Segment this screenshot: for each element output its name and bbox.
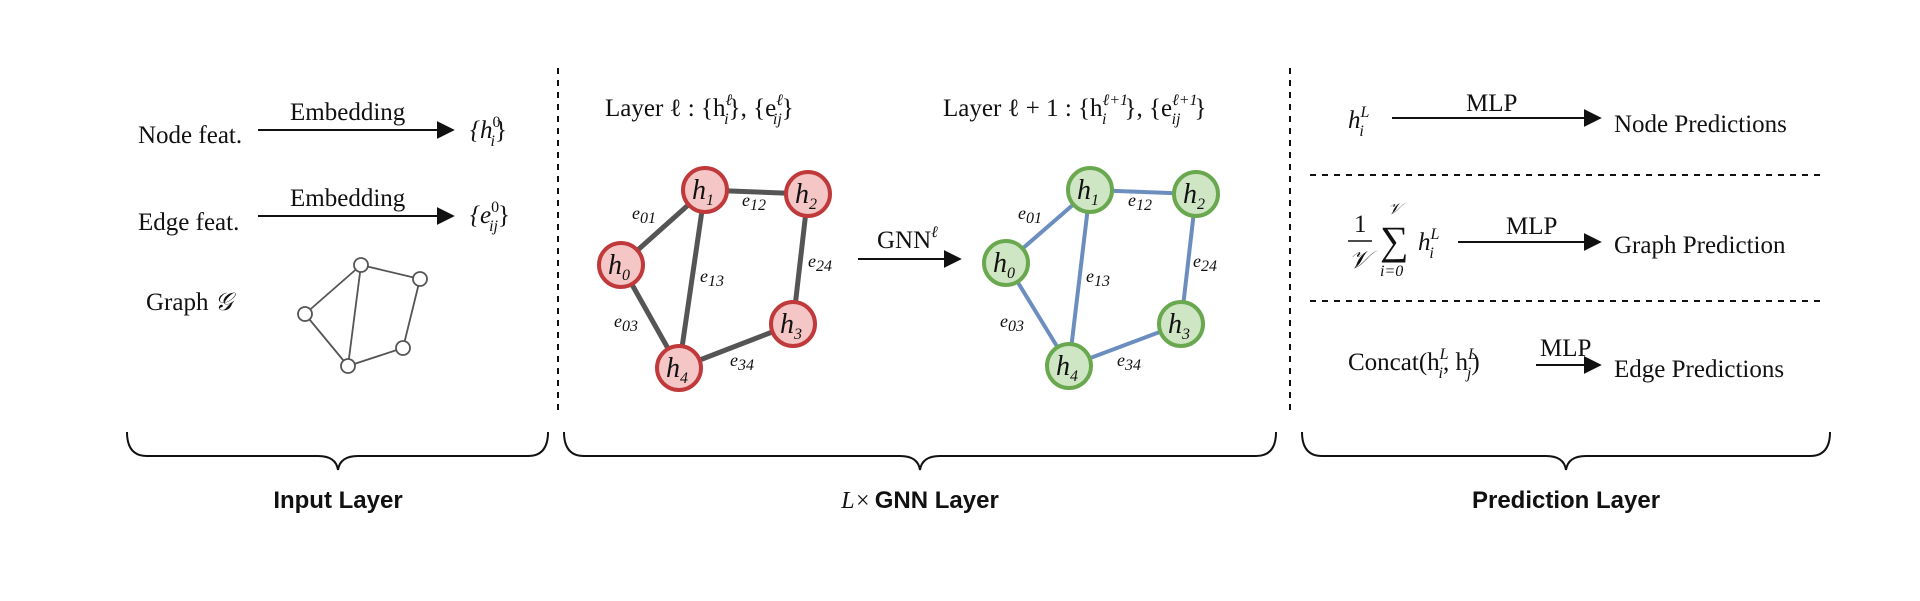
graph-icon bbox=[297, 257, 428, 374]
prediction-layer-brace bbox=[1301, 431, 1831, 471]
output-node-h4 bbox=[1045, 342, 1093, 390]
input-edge-label-e24: e24 bbox=[808, 251, 832, 275]
input-edge-label-e34: e34 bbox=[730, 350, 754, 374]
output-node-h3 bbox=[1157, 300, 1205, 348]
graph-label: Graph 𝒢 bbox=[146, 289, 237, 316]
input-node-label-h4: h4 bbox=[666, 353, 688, 387]
gnn-operator-label: GNNℓ bbox=[877, 224, 938, 254]
node-predictions-label: Node Predictions bbox=[1614, 111, 1787, 138]
input-node-label-h3: h3 bbox=[780, 309, 802, 343]
layer-l1-caption: Layer ℓ + 1 : {hℓ+1 i}, {eℓ+1 ij} bbox=[943, 92, 1206, 128]
graph-pred-sum-bottom: i=0 bbox=[1380, 263, 1403, 280]
edge-pred-mlp-label: MLP bbox=[1540, 335, 1591, 362]
output-edge-label-e24: e24 bbox=[1193, 251, 1217, 275]
output-edge-label-e03: e03 bbox=[1000, 311, 1024, 335]
graph-prediction-label: Graph Prediction bbox=[1614, 232, 1786, 259]
edge-predictions-label: Edge Predictions bbox=[1614, 356, 1784, 383]
graph-pred-term: hL i bbox=[1418, 226, 1440, 262]
output-edge-label-e13: e13 bbox=[1086, 266, 1110, 290]
input-node-label-h2: h2 bbox=[795, 179, 817, 213]
layer-l-caption: Layer ℓ : {hℓ i}, {eℓ ij} bbox=[605, 92, 794, 128]
edge-feat-label: Edge feat. bbox=[138, 209, 239, 236]
input-edge-label-e01: e01 bbox=[632, 203, 656, 227]
graph-pred-mlp-label: MLP bbox=[1506, 213, 1557, 240]
input-layer: Node feat. Embedding {h0 i} Edge feat. Em… bbox=[126, 99, 549, 514]
output-node-label-h4: h4 bbox=[1056, 351, 1078, 385]
output-node-label-h3: h3 bbox=[1168, 309, 1190, 343]
input-node-h0 bbox=[597, 241, 645, 289]
output-node-h2 bbox=[1172, 170, 1220, 218]
input-edge-label-e12: e12 bbox=[742, 190, 766, 214]
input-node-h3 bbox=[769, 300, 817, 348]
edge-embedding-output: {e0 ij} bbox=[470, 199, 510, 235]
input-edge-label-e03: e03 bbox=[614, 311, 638, 335]
graph-pred-frac-den: 𝒱 bbox=[1349, 247, 1378, 274]
output-graph: h0 h1 h2 h3 h4 e01 e12 e13 e24 e03 e34 bbox=[982, 166, 1220, 390]
graph-pred-formula: 1 𝒱 𝒱 ∑ i=0 hL i bbox=[1348, 201, 1440, 280]
output-node-h1 bbox=[1066, 166, 1114, 214]
node-pred-mlp-label: MLP bbox=[1466, 90, 1517, 117]
output-edge-label-e01: e01 bbox=[1018, 203, 1042, 227]
output-edge-label-e34: e34 bbox=[1117, 350, 1141, 374]
input-edge-label-e13: e13 bbox=[700, 266, 724, 290]
output-node-label-h1: h1 bbox=[1077, 175, 1099, 209]
node-embedding-output: {h0 i} bbox=[470, 114, 507, 150]
input-layer-brace bbox=[126, 431, 549, 471]
graph-pred-frac-num: 1 bbox=[1354, 211, 1367, 238]
input-node-label-h0: h0 bbox=[608, 250, 630, 284]
node-pred-input: hL i bbox=[1348, 104, 1370, 140]
input-graph: h0 h1 h2 h3 h4 e01 e12 e13 e24 e03 e34 bbox=[597, 166, 832, 392]
gnn-layer-brace bbox=[563, 431, 1277, 471]
output-node-label-h2: h2 bbox=[1183, 179, 1205, 213]
prediction-layer-title: Prediction Layer bbox=[1472, 487, 1660, 514]
node-embedding-label: Embedding bbox=[290, 99, 406, 126]
edge-embedding-label: Embedding bbox=[290, 185, 406, 212]
input-node-h4 bbox=[655, 344, 703, 392]
output-edge-label-e12: e12 bbox=[1128, 190, 1152, 214]
input-node-label-h1: h1 bbox=[692, 175, 714, 209]
gnn-layer: Layer ℓ : {hℓ i}, {eℓ ij} Layer ℓ + 1 : {h… bbox=[563, 92, 1277, 514]
edge-pred-concat: Concat(hL i, hL j) bbox=[1348, 346, 1480, 382]
sum-symbol: ∑ bbox=[1380, 218, 1409, 263]
prediction-layer: hL i MLP Node Predictions 1 𝒱 𝒱 ∑ i=0 hL i… bbox=[1301, 90, 1831, 514]
output-node-h0 bbox=[982, 239, 1030, 287]
input-node-h1 bbox=[681, 166, 729, 214]
graph-pred-sum-top: 𝒱 bbox=[1388, 201, 1407, 218]
gnn-layer-title: L× GNN Layer bbox=[840, 487, 999, 514]
input-layer-title: Input Layer bbox=[273, 487, 402, 514]
node-feat-label: Node feat. bbox=[138, 122, 242, 149]
output-node-label-h0: h0 bbox=[993, 248, 1015, 282]
input-node-h2 bbox=[784, 170, 832, 218]
